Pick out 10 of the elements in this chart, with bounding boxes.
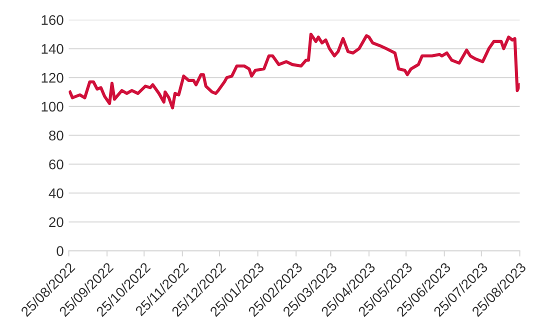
line-series xyxy=(68,32,520,110)
y-tick-label: 60 xyxy=(49,160,64,170)
y-tick-label: 20 xyxy=(49,217,64,228)
y-tick-label: 40 xyxy=(48,188,64,198)
y-tick-label: 80 xyxy=(49,130,64,140)
y-tick-label: 100 xyxy=(42,102,64,112)
y-tick-label: 0 xyxy=(56,246,64,256)
y-tick-label: 120 xyxy=(42,72,64,83)
y-tick-label: 140 xyxy=(42,44,64,54)
y-tick-label: 160 xyxy=(42,15,64,25)
